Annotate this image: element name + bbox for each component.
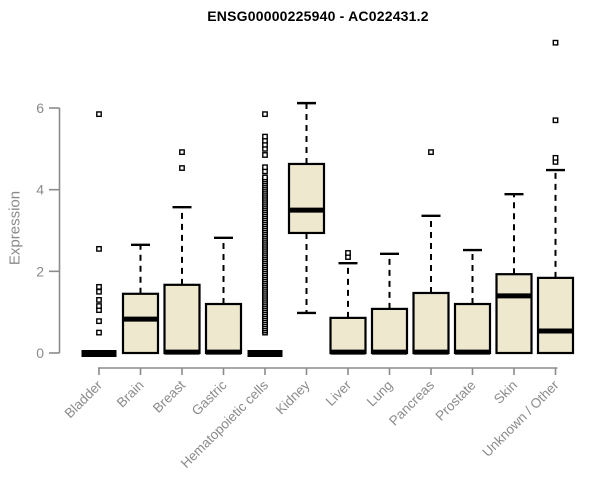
box-gastric [204,236,243,355]
y-tick-label: 0 [36,345,44,361]
box-kidney [287,101,326,315]
y-tick-label: 6 [36,100,44,116]
x-tick-label-brain: Brain [114,378,147,411]
y-tick-label: 2 [36,263,44,279]
x-tick-label-gastric: Gastric [189,377,230,418]
box-brain [121,243,160,355]
x-tick-label-pancreas: Pancreas [386,377,437,428]
box-breast [163,149,201,355]
x-tick-label-unknown-other: Unknown / Other [479,377,562,460]
outliers-liver [345,250,351,260]
y-axis: 0 2 4 6 [36,100,61,361]
box-unknown-other [536,39,575,355]
x-tick-label-liver: Liver [323,377,355,409]
outliers-pancreas [428,149,434,156]
box-hematopoietic-cells [247,111,283,357]
x-tick-label-prostate: Prostate [432,378,478,424]
box-pancreas [412,149,450,355]
box-prostate [453,248,492,355]
outliers-unknown-other [552,39,559,165]
x-tick-label-skin: Skin [491,378,520,407]
outliers-breast [179,149,185,171]
outliers-hematopoietic-cells [262,111,268,336]
x-tick-label-lung: Lung [364,378,396,410]
x-tick-label-breast: Breast [150,377,188,415]
box-liver [329,250,367,355]
x-tick-label-bladder: Bladder [62,377,106,421]
chart-title: ENSG00000225940 - AC022431.2 [207,8,429,24]
box-skin [495,192,533,355]
outliers-bladder [96,111,102,336]
x-tick-label-kidney: Kidney [273,377,313,417]
box-bladder [81,111,117,357]
box-lung [370,252,409,355]
y-tick-label: 4 [36,182,44,198]
